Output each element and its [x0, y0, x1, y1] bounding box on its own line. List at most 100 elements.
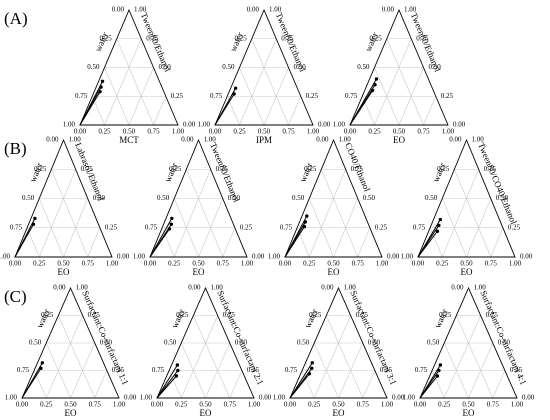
bottom-tick-label: 0.00	[144, 260, 157, 268]
right-tick-label: 1.00	[134, 6, 147, 14]
left-tick-label: 0.00	[382, 6, 395, 14]
grid-line	[468, 342, 494, 399]
grid-line	[222, 227, 236, 258]
left-tick-label: 0.25	[370, 34, 383, 42]
right-tick-label: 0.25	[240, 223, 253, 231]
bottom-tick-label: 0.25	[436, 260, 449, 268]
grid-line	[38, 198, 64, 258]
grid-line	[386, 38, 424, 126]
left-tick-label: 0.00	[247, 6, 260, 14]
bottom-tick-label: 0.50	[258, 128, 271, 136]
left-tick-label: 0.00	[188, 284, 201, 292]
grid-line	[239, 67, 265, 126]
grid-line	[357, 227, 371, 258]
bottom-tick-label: 0.50	[327, 260, 340, 268]
grid-line	[198, 198, 224, 258]
left-tick-label: 1.00	[5, 394, 18, 402]
data-point	[374, 77, 379, 81]
right-tick-label: 1.00	[472, 136, 485, 144]
right-tick-label: 0.75	[416, 34, 429, 42]
panel-label: (A)	[4, 9, 28, 28]
left-tick-label: 0.75	[413, 223, 426, 231]
right-tick-label: 0.75	[356, 311, 369, 319]
grid-line	[116, 38, 154, 126]
right-tick-label: 0.00	[318, 121, 331, 129]
data-point	[169, 222, 174, 226]
right-axis-label: Surfactant:Co-surfactant 1:1	[80, 289, 130, 387]
left-tick-label: 0.50	[164, 339, 177, 347]
right-axis-label: Surfactant:Co-surfactant 4:1	[478, 289, 528, 387]
grid-line	[45, 315, 83, 399]
right-tick-label: 0.25	[306, 92, 319, 100]
bottom-tick-label: 0.75	[357, 401, 370, 409]
grid-line	[338, 342, 364, 399]
bottom-tick-label: 0.50	[57, 260, 70, 268]
right-tick-label: 0.25	[441, 92, 454, 100]
bottom-tick-label: 0.00	[74, 128, 87, 136]
left-tick-label: 0.75	[152, 366, 165, 374]
data-point	[305, 214, 309, 218]
grid-line	[326, 315, 364, 399]
left-tick-label: 0.25	[100, 34, 113, 42]
triangle-frame	[417, 138, 516, 258]
grid-line	[313, 342, 339, 399]
data-point	[233, 86, 238, 90]
bottom-tick-label: 0.50	[199, 401, 212, 409]
grid-line	[263, 67, 289, 126]
bottom-tick-label: 1.00	[113, 401, 126, 409]
right-axis-label: Labrasol/Ethanol	[73, 141, 106, 203]
right-tick-label: 0.50	[363, 194, 376, 202]
grid-line	[313, 315, 351, 399]
left-tick-label: 0.25	[169, 165, 182, 173]
data-point	[99, 85, 103, 89]
left-tick-label: 0.25	[176, 311, 189, 319]
right-tick-label: 1.00	[211, 284, 224, 292]
grid-line	[45, 342, 71, 399]
right-tick-label: 0.00	[117, 253, 130, 261]
right-tick-label: 0.75	[223, 311, 236, 319]
bottom-tick-label: 0.25	[98, 128, 111, 136]
grid-line	[374, 67, 400, 126]
phase-boundary-line	[79, 91, 101, 126]
right-tick-label: 0.00	[252, 253, 265, 261]
left-tick-label: 0.50	[22, 194, 35, 202]
left-tick-label: 0.75	[145, 223, 158, 231]
left-tick-label: 1.00	[268, 253, 281, 261]
grid-line	[441, 198, 467, 258]
bottom-tick-label: 0.25	[368, 128, 381, 136]
grid-line	[186, 169, 224, 258]
grid-line	[321, 169, 359, 258]
bottom-tick-label: 0.25	[233, 128, 246, 136]
bottom-tick-label: 0.50	[462, 401, 475, 409]
right-axis-label: Surfactant:Co-surfactant 2:1	[215, 289, 265, 387]
bottom-tick-label: 0.00	[412, 260, 425, 268]
bottom-tick-label: 0.75	[487, 401, 500, 409]
bottom-tick-label: 0.25	[33, 260, 46, 268]
grid-line	[180, 315, 218, 399]
bottom-tick-label: 1.00	[172, 128, 185, 136]
left-tick-label: 0.25	[235, 34, 248, 42]
bottom-tick-label: 0.00	[279, 260, 292, 268]
data-point	[435, 229, 440, 233]
right-tick-label: 0.25	[112, 366, 125, 374]
left-tick-label: 0.75	[280, 223, 293, 231]
right-tick-label: 0.00	[124, 394, 137, 402]
right-tick-label: 0.50	[93, 194, 106, 202]
data-point	[302, 224, 307, 229]
bottom-tick-label: 0.00	[344, 128, 357, 136]
data-point	[174, 374, 179, 378]
phase-boundary-line	[214, 93, 235, 126]
right-tick-label: 1.00	[404, 6, 417, 14]
data-point	[31, 222, 36, 226]
right-tick-label: 1.00	[269, 6, 282, 14]
right-tick-label: 1.00	[69, 136, 82, 144]
phase-boundary-line	[21, 368, 42, 399]
bottom-tick-label: 0.75	[89, 401, 102, 409]
data-point	[175, 363, 180, 367]
grid-line	[443, 342, 469, 399]
right-tick-label: 0.25	[380, 366, 393, 374]
data-point	[307, 372, 312, 376]
right-tick-label: 0.50	[235, 339, 248, 347]
panel-label: (C)	[4, 287, 27, 306]
right-tick-label: 0.00	[392, 394, 405, 402]
